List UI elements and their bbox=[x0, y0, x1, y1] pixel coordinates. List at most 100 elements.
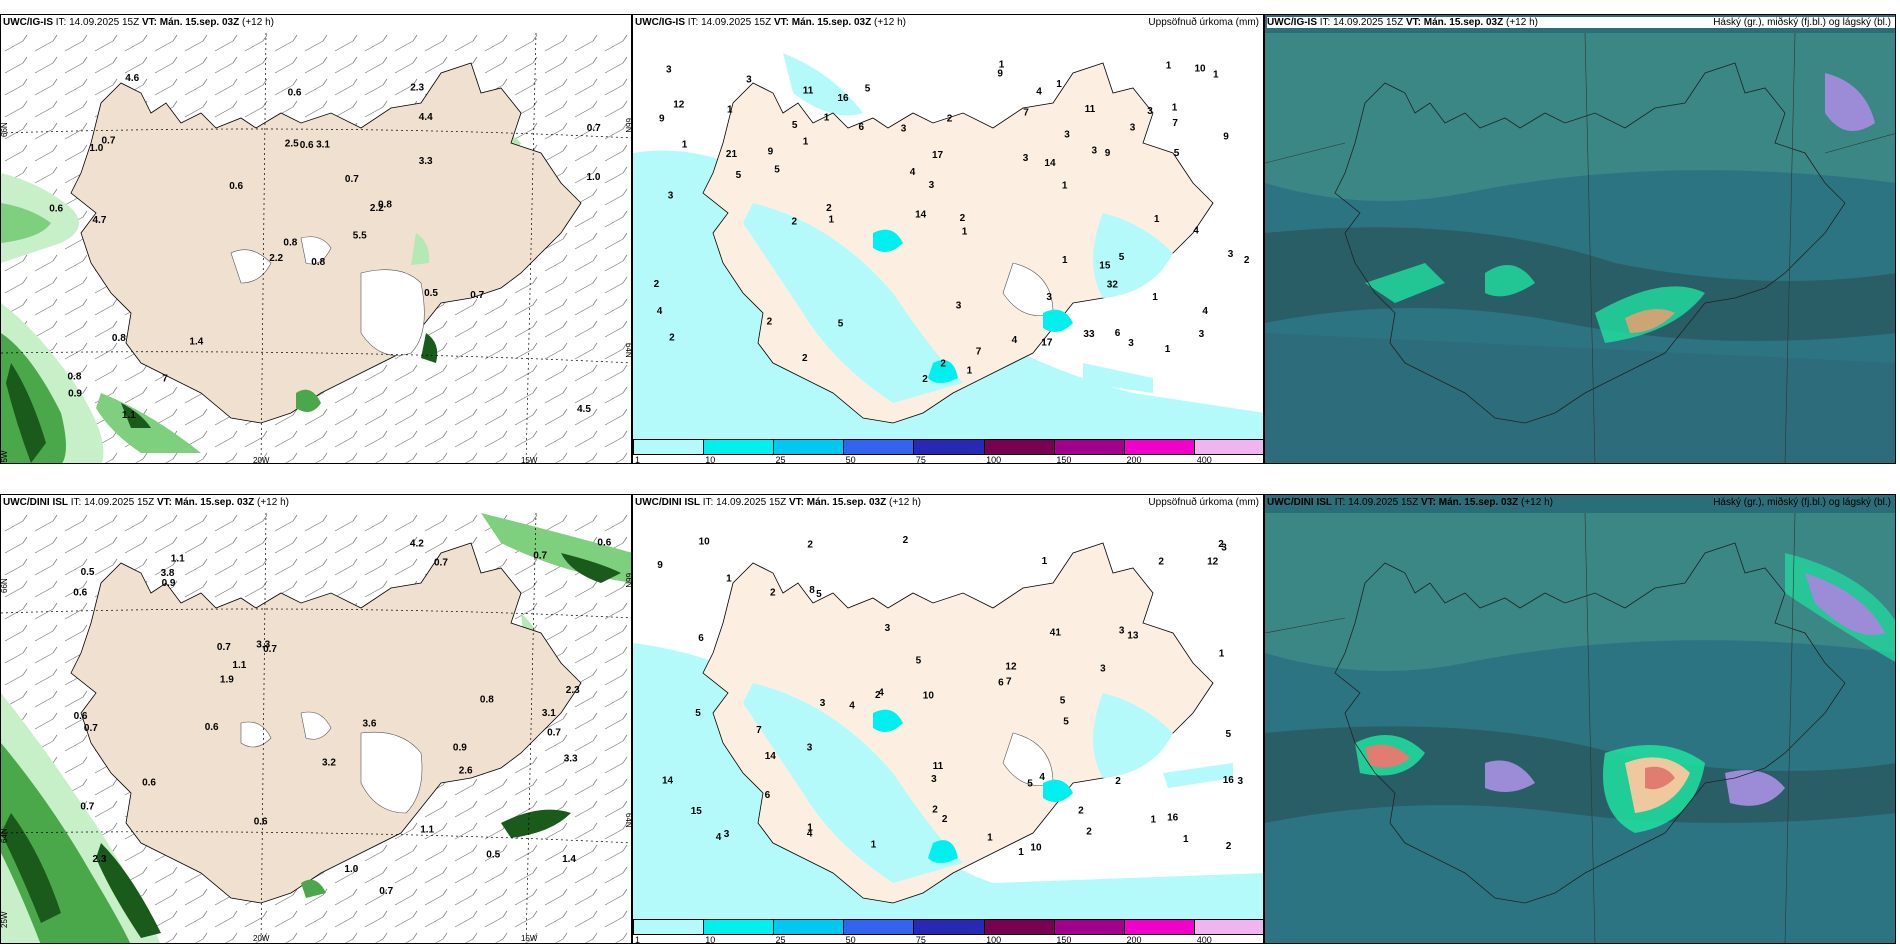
precip-value-label: 2.3 bbox=[93, 854, 107, 865]
precip-value-label: 0.7 bbox=[533, 551, 547, 562]
precip-value-label: 3 bbox=[746, 75, 752, 86]
colorbar-tick-label: 1 bbox=[635, 935, 641, 944]
precip-value-label: 0.6 bbox=[205, 722, 219, 733]
precip-value-label: 3.1 bbox=[316, 140, 330, 151]
precip-value-label: 1.1 bbox=[420, 825, 434, 836]
panel-dini-clouds: UWC/DINI ISL IT: 14.09.2025 15Z VT: Mán.… bbox=[1264, 494, 1896, 944]
precip-value-label: 3 bbox=[1147, 106, 1153, 117]
precip-value-labels: 1112213123224316644953124137141410510101… bbox=[657, 535, 1243, 858]
precip-value-label: 9 bbox=[768, 147, 774, 158]
precip-value-label: 4 bbox=[1202, 306, 1208, 317]
precip-value-label: 4 bbox=[910, 167, 916, 178]
precip-value-label: 1 bbox=[1172, 103, 1178, 114]
precip-value-label: 3 bbox=[724, 829, 730, 840]
precip-value-label: 2 bbox=[1115, 776, 1121, 787]
colorbar-swatch bbox=[914, 440, 985, 454]
precip-value-label: 1 bbox=[1213, 69, 1219, 80]
precip-value-label: 5 bbox=[916, 656, 922, 667]
precip-value-label: 2 bbox=[654, 279, 660, 290]
colorbar-tick-label: 200 bbox=[1126, 455, 1142, 464]
precip-value-label: 1 bbox=[962, 227, 968, 238]
colorbar-tick-label: 100 bbox=[986, 935, 1002, 944]
precip-value-label: 12 bbox=[1005, 662, 1017, 673]
map-cloud-cover bbox=[1265, 513, 1895, 943]
lat-label-64-right: 64N bbox=[624, 343, 632, 358]
precip-value-label: 3 bbox=[1100, 663, 1106, 674]
precip-value-label: 1 bbox=[1151, 815, 1157, 826]
precip-value-label: 1.1 bbox=[122, 410, 136, 421]
precip-value-label: 2 bbox=[940, 359, 946, 370]
precip-value-label: 2 bbox=[942, 814, 948, 825]
lat-label-66-right: 66N bbox=[624, 118, 632, 133]
precip-value-label: 2 bbox=[1244, 255, 1250, 266]
precip-value-label: 6 bbox=[1115, 328, 1121, 339]
precip-value-label: 3 bbox=[901, 124, 907, 135]
precip-value-label: 1.1 bbox=[171, 554, 185, 565]
colorbar-labels: 1 10 25 50 75 100 150 200 400 bbox=[633, 935, 1263, 944]
precip-value-label: 1 bbox=[726, 574, 732, 585]
precip-value-label: 0.8 bbox=[480, 695, 494, 706]
lat-label-66: 66N bbox=[1, 122, 9, 137]
panel-ig-clouds: UWC/IG-IS IT: 14.09.2025 15Z VT: Mán. 15… bbox=[1264, 14, 1896, 464]
colorbar-swatches bbox=[633, 439, 1263, 455]
precip-value-label: 1 bbox=[999, 60, 1005, 71]
precip-value-label: 33 bbox=[1083, 329, 1095, 340]
colorbar-tick-label: 25 bbox=[775, 455, 786, 464]
precip-value-label: 0.5 bbox=[486, 850, 500, 861]
colorbar-swatch bbox=[774, 920, 845, 934]
colorbar-swatch bbox=[844, 920, 915, 934]
precip-value-label: 5 bbox=[1174, 148, 1180, 159]
precip-value-label: 3 bbox=[1130, 123, 1136, 134]
precip-value-label: 1 bbox=[807, 823, 813, 834]
precip-value-label: 0.7 bbox=[102, 136, 116, 147]
lon-label-25: 25W bbox=[1, 450, 9, 464]
precip-value-label: 3 bbox=[1238, 776, 1244, 787]
precip-value-label: 11 bbox=[933, 761, 944, 772]
precip-value-label: 4.5 bbox=[577, 404, 591, 415]
precip-value-label: 14 bbox=[662, 776, 674, 787]
precip-value-label: 10 bbox=[699, 536, 711, 547]
colorbar-swatch bbox=[634, 440, 705, 454]
precip-value-label: 2.2 bbox=[370, 203, 384, 214]
precip-value-label: 3.2 bbox=[322, 758, 336, 769]
precip-value-label: 2 bbox=[960, 213, 966, 224]
precip-value-label: 6 bbox=[859, 122, 865, 133]
precip-value-label: 0.7 bbox=[434, 557, 448, 568]
panel-title: Uppsöfnuð úrkoma (mm) bbox=[1148, 17, 1259, 28]
precip-value-label: 32 bbox=[1107, 280, 1119, 291]
precip-value-label: 4 bbox=[716, 832, 722, 843]
precip-value-label: 5.5 bbox=[353, 230, 367, 241]
precip-value-label: 5 bbox=[865, 84, 871, 95]
colorbar-labels: 1 10 25 50 75 100 150 200 400 bbox=[633, 455, 1263, 464]
precip-value-label: 0.6 bbox=[74, 711, 88, 722]
precip-value-label: 2 bbox=[1218, 539, 1224, 550]
precip-value-label: 2 bbox=[903, 535, 909, 546]
precip-value-label: 3 bbox=[1064, 129, 1070, 140]
precip-value-label: 1 bbox=[803, 136, 809, 147]
precip-value-label: 3.6 bbox=[363, 719, 377, 730]
colorbar-tick-label: 1 bbox=[635, 455, 641, 464]
precip-value-label: 5 bbox=[792, 120, 798, 131]
precip-value-label: 7 bbox=[1172, 118, 1178, 129]
precip-value-label: 0.7 bbox=[84, 723, 98, 734]
precip-value-label: 4.2 bbox=[410, 539, 424, 550]
precip-value-label: 1.4 bbox=[562, 854, 576, 865]
colorbar: 1 10 25 50 75 100 150 200 400 bbox=[633, 919, 1263, 944]
precip-value-label: 1 bbox=[682, 139, 688, 150]
precip-value-label: 5 bbox=[1060, 696, 1066, 707]
precip-value-label: 11 bbox=[803, 85, 814, 96]
precip-value-label: 1 bbox=[1018, 847, 1024, 858]
precip-value-label: 1 bbox=[1042, 556, 1048, 567]
precip-value-label: 3 bbox=[1119, 626, 1125, 637]
precip-value-label: 4 bbox=[1039, 772, 1045, 783]
precip-value-label: 10 bbox=[1195, 64, 1207, 75]
precip-value-label: 10 bbox=[923, 691, 935, 702]
precip-value-label: 1 bbox=[1154, 214, 1160, 225]
precip-value-label: 15 bbox=[1099, 261, 1111, 272]
map-accumulated-precip: 1112213123224316644953124137141410510101… bbox=[633, 535, 1263, 923]
precip-value-label: 41 bbox=[1050, 628, 1062, 639]
precip-value-label: 4.6 bbox=[125, 73, 139, 84]
precip-value-label: 16 bbox=[838, 93, 850, 104]
panel-dini-precip: UWC/DINI ISL IT: 14.09.2025 15Z VT: Mán.… bbox=[632, 494, 1264, 944]
